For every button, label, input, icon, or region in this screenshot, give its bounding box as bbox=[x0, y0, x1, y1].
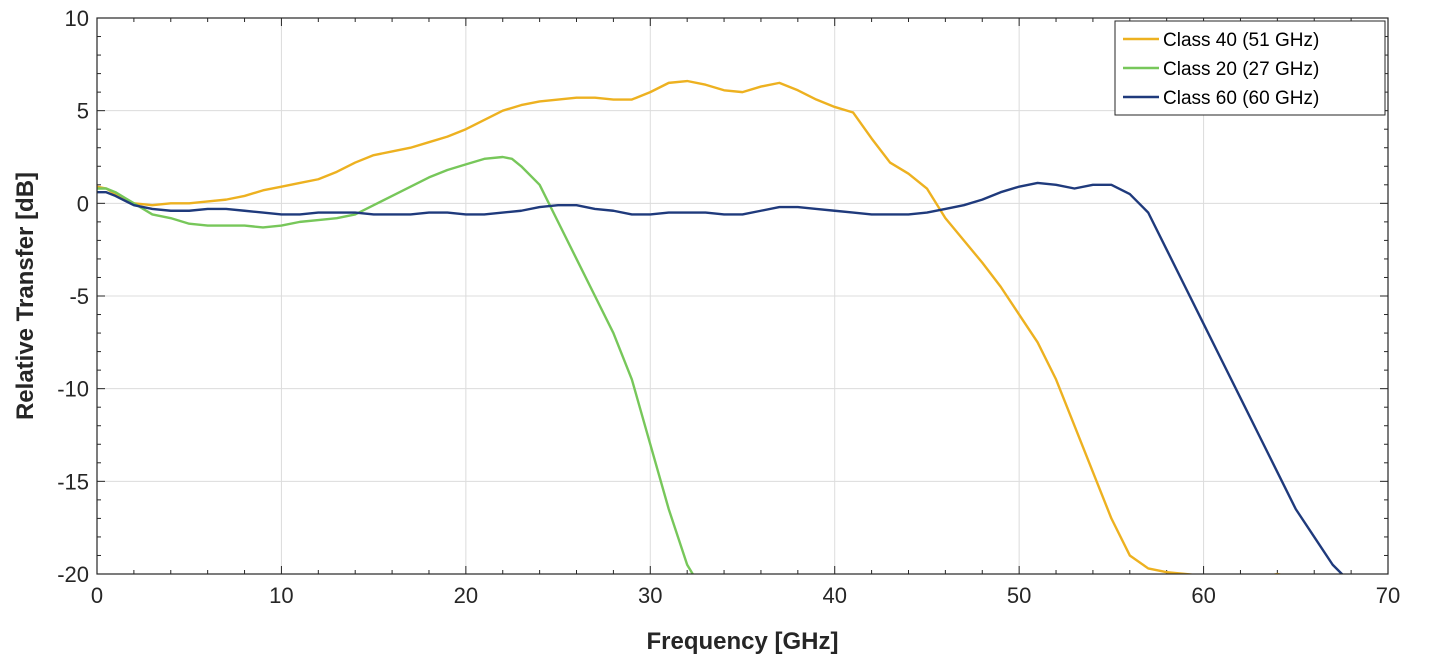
series-line-3 bbox=[97, 181, 1344, 574]
x-axis-title: Frequency [GHz] bbox=[646, 628, 838, 655]
x-tick-labels: 0 10 20 30 40 50 60 70 bbox=[91, 583, 1400, 608]
y-tick-label: -20 bbox=[57, 562, 89, 587]
y-axis-title: Relative Transfer [dB] bbox=[12, 172, 39, 420]
y-tick-label: -10 bbox=[57, 377, 89, 402]
x-tick-label: 30 bbox=[638, 583, 662, 608]
y-tick-label: 5 bbox=[77, 99, 89, 124]
y-tick-label: -5 bbox=[69, 284, 89, 309]
y-tick-labels: -20 -15 -10 -5 0 5 10 bbox=[57, 6, 89, 587]
x-tick-label: 0 bbox=[91, 583, 103, 608]
axes-frame bbox=[96, 17, 1389, 575]
legend: Class 40 (51 GHz) Class 20 (27 GHz) Class … bbox=[1114, 20, 1386, 116]
x-tick-label: 10 bbox=[269, 583, 293, 608]
y-tick-label: 10 bbox=[65, 6, 89, 31]
x-tick-label: 50 bbox=[1007, 583, 1031, 608]
y-tick-label: -15 bbox=[57, 469, 89, 494]
x-tick-label: 40 bbox=[822, 583, 846, 608]
legend-entry: Class 40 (51 GHz) bbox=[1163, 30, 1319, 51]
series-line-2 bbox=[97, 155, 694, 574]
x-tick-label: 20 bbox=[454, 583, 478, 608]
series-line-1 bbox=[97, 79, 1284, 574]
legend-box bbox=[1114, 20, 1386, 116]
x-tick-label: 60 bbox=[1191, 583, 1215, 608]
series-layer bbox=[97, 79, 1344, 574]
y-tick-label: 0 bbox=[77, 191, 89, 216]
x-tick-label: 70 bbox=[1376, 583, 1400, 608]
legend-entry: Class 60 (60 GHz) bbox=[1163, 88, 1319, 109]
legend-entry: Class 20 (27 GHz) bbox=[1163, 59, 1319, 80]
